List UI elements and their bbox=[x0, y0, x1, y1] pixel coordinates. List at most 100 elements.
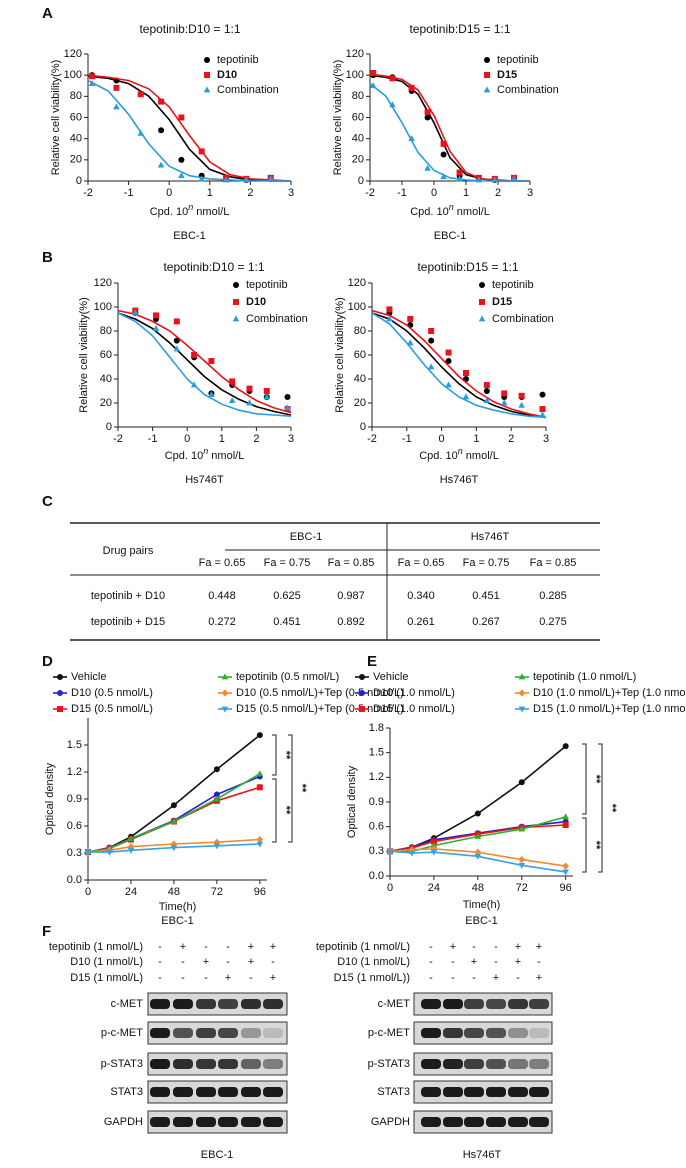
condition-sign: - bbox=[226, 941, 230, 953]
band bbox=[443, 1059, 463, 1069]
y-tick-label: 0.6 bbox=[369, 821, 384, 833]
legend-label: D10 (0.5 nmol/L) bbox=[71, 687, 153, 699]
band bbox=[529, 1087, 549, 1097]
condition-sign: + bbox=[515, 941, 521, 953]
legend-label: D10 (1.0 nmol/L)+Tep (1.0 nmol/L) bbox=[533, 687, 686, 699]
marker bbox=[518, 401, 525, 408]
table-cell: 0.267 bbox=[472, 616, 500, 628]
band bbox=[218, 1087, 238, 1097]
band bbox=[241, 999, 261, 1009]
x-tick-label: -1 bbox=[397, 187, 407, 199]
x-axis-label-part: nmol/L bbox=[463, 450, 499, 462]
marker bbox=[157, 161, 165, 168]
bracket bbox=[272, 734, 277, 776]
marker bbox=[427, 363, 435, 370]
series-line bbox=[87, 773, 261, 853]
legend-marker bbox=[479, 299, 485, 305]
panel-label: A bbox=[42, 5, 53, 22]
marker bbox=[562, 869, 569, 876]
legend-label: Combination bbox=[217, 84, 279, 96]
band bbox=[241, 1059, 261, 1069]
y-tick-label: 120 bbox=[348, 277, 366, 289]
protein-label: STAT3 bbox=[110, 1086, 143, 1098]
x-tick-label: 2 bbox=[508, 433, 514, 445]
band bbox=[421, 1059, 441, 1069]
condition-label: tepotinib (1 nmol/L) bbox=[49, 941, 143, 953]
panel-label: F bbox=[42, 923, 51, 940]
band bbox=[464, 1117, 484, 1127]
marker bbox=[152, 325, 160, 331]
marker bbox=[370, 70, 377, 77]
marker bbox=[406, 339, 414, 346]
band bbox=[173, 1087, 193, 1097]
marker bbox=[428, 328, 435, 334]
band bbox=[263, 1028, 283, 1038]
marker bbox=[369, 82, 377, 89]
protein-label: c-MET bbox=[378, 998, 411, 1010]
marker bbox=[137, 129, 145, 136]
legend-label: D15 (1.0 nmol/L) bbox=[373, 703, 455, 715]
protein-label: p-c-MET bbox=[368, 1027, 410, 1039]
bracket bbox=[272, 778, 277, 843]
y-axis-label: Optical density bbox=[346, 765, 358, 838]
x-axis-label-part: nmol/L bbox=[193, 206, 229, 218]
marker bbox=[229, 378, 236, 385]
blot-caption: EBC-1 bbox=[201, 1149, 233, 1161]
marker bbox=[430, 849, 438, 856]
x-tick-label: 2 bbox=[495, 187, 501, 199]
table-cell: 0.261 bbox=[407, 616, 435, 628]
x-axis-label: Cpd. 10n nmol/L bbox=[410, 202, 490, 218]
condition-sign: + bbox=[493, 972, 499, 984]
marker bbox=[386, 306, 393, 313]
band bbox=[150, 1028, 170, 1038]
band bbox=[421, 1028, 441, 1038]
x-tick-label: 0 bbox=[184, 433, 190, 445]
marker bbox=[132, 309, 139, 316]
fit-curve bbox=[87, 74, 292, 182]
panel-label: D bbox=[42, 653, 53, 670]
band bbox=[150, 999, 170, 1009]
condition-sign: - bbox=[516, 972, 520, 984]
y-tick-label: 40 bbox=[354, 373, 366, 385]
condition-sign: - bbox=[204, 972, 208, 984]
band bbox=[421, 1117, 441, 1127]
condition-sign: - bbox=[204, 941, 208, 953]
marker bbox=[440, 173, 447, 180]
condition-sign: + bbox=[471, 956, 477, 968]
marker bbox=[483, 388, 490, 394]
band bbox=[486, 1117, 506, 1127]
x-tick-label: 3 bbox=[288, 433, 294, 445]
marker bbox=[256, 835, 264, 844]
x-tick-label: 0 bbox=[439, 433, 445, 445]
marker bbox=[389, 75, 396, 82]
condition-sign: - bbox=[158, 972, 162, 984]
x-tick-label: -1 bbox=[124, 187, 134, 199]
marker bbox=[170, 845, 178, 852]
band bbox=[529, 1059, 549, 1069]
condition-sign: + bbox=[225, 972, 231, 984]
marker bbox=[256, 784, 263, 791]
marker bbox=[518, 392, 525, 399]
y-tick-label: 0.9 bbox=[369, 796, 384, 808]
blot-strip bbox=[147, 1021, 288, 1045]
band bbox=[508, 1059, 528, 1069]
marker bbox=[500, 399, 508, 406]
y-tick-label: 120 bbox=[64, 48, 82, 60]
marker bbox=[173, 337, 180, 344]
condition-sign: + bbox=[450, 941, 456, 953]
protein-label: p-c-MET bbox=[101, 1027, 143, 1039]
x-axis-label-part: Cpd. 10 bbox=[150, 206, 189, 218]
marker bbox=[190, 381, 198, 388]
table-column: Fa = 0.65 bbox=[398, 557, 445, 569]
protein-label: GAPDH bbox=[371, 1116, 410, 1128]
y-tick-label: 0 bbox=[358, 175, 364, 187]
marker bbox=[474, 810, 481, 817]
marker bbox=[208, 391, 215, 397]
x-tick-label: 96 bbox=[254, 886, 266, 898]
marker bbox=[84, 849, 92, 856]
marker bbox=[191, 352, 198, 358]
condition-sign: - bbox=[494, 941, 498, 953]
marker bbox=[178, 114, 185, 121]
marker bbox=[456, 175, 463, 182]
legend-label: Combination bbox=[497, 84, 559, 96]
